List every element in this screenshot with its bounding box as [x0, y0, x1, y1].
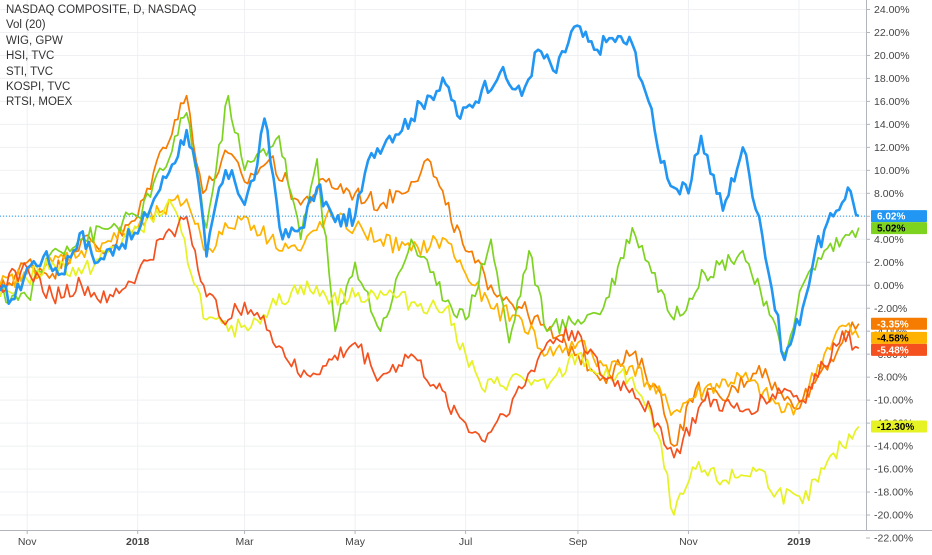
badge-label: -5.48% — [877, 345, 909, 356]
y-tick-label: 4.00% — [874, 234, 904, 246]
y-tick-label: -2.00% — [874, 303, 907, 315]
x-tick-label: Sep — [569, 536, 588, 548]
y-tick-label: 12.00% — [874, 142, 910, 154]
last-value-badge: -3.35% — [871, 317, 927, 330]
legend-entry[interactable]: Vol (20) — [6, 19, 46, 32]
y-tick-label: -10.00% — [874, 395, 913, 407]
legend-entry[interactable]: NASDAQ COMPOSITE, D, NASDAQ — [6, 4, 197, 16]
y-tick-label: 24.00% — [874, 4, 910, 16]
x-tick-label: Nov — [18, 536, 37, 548]
badge-bg — [871, 343, 927, 356]
x-tick-label: Nov — [679, 536, 698, 548]
series-line — [0, 215, 860, 459]
last-value-badge: 5.02% — [871, 222, 927, 235]
series-group — [0, 24, 860, 516]
badge-label: 5.02% — [877, 224, 905, 235]
y-tick-label: 2.00% — [874, 257, 904, 269]
x-tick-label: May — [345, 536, 366, 548]
y-tick-label: 0.00% — [874, 280, 904, 292]
series-line — [0, 24, 860, 362]
last-value-badge: -12.30% — [871, 420, 927, 433]
series-line — [0, 94, 860, 447]
y-tick-label: 22.00% — [874, 27, 910, 39]
price-axis-bg — [866, 0, 932, 550]
badge-bg — [871, 420, 927, 433]
y-tick-label: -16.00% — [874, 464, 913, 476]
badge-label: -4.58% — [877, 333, 909, 344]
series-line — [0, 94, 860, 356]
badge-label: -12.30% — [877, 422, 914, 433]
x-tick-label: 2019 — [787, 536, 811, 548]
legend-entry[interactable]: RTSI, MOEX — [6, 96, 73, 109]
badge-bg — [871, 210, 927, 223]
y-tick-label: -18.00% — [874, 487, 913, 499]
legend-entry[interactable]: HSI, TVC — [6, 50, 55, 63]
badge-bg — [871, 331, 927, 344]
badge-label: -3.35% — [877, 319, 909, 330]
y-tick-label: 16.00% — [874, 96, 910, 108]
y-tick-label: 20.00% — [874, 50, 910, 62]
badge-label: 6.02% — [877, 212, 905, 223]
legend: NASDAQ COMPOSITE, D, NASDAQ Vol (20) WIG… — [6, 3, 196, 111]
x-tick-label: 2018 — [126, 536, 150, 548]
y-tick-label: -8.00% — [874, 372, 907, 384]
badge-bg — [871, 222, 927, 235]
x-tick-label: Jul — [459, 536, 472, 548]
last-value-badge: 6.02% — [871, 210, 927, 223]
x-tick-label: Mar — [236, 536, 255, 548]
y-tick-label: -14.00% — [874, 441, 913, 453]
legend-entry[interactable]: WIG, GPW — [6, 34, 63, 47]
legend-entry[interactable]: KOSPI, TVC — [6, 81, 71, 94]
y-tick-label: -22.00% — [874, 533, 913, 545]
y-tick-label: 14.00% — [874, 119, 910, 131]
badge-bg — [871, 317, 927, 330]
last-value-badge: -5.48% — [871, 343, 927, 356]
time-axis-bg — [0, 530, 932, 550]
last-value-badge: -4.58% — [871, 331, 927, 344]
legend-entry[interactable]: STI, TVC — [6, 65, 54, 78]
y-tick-label: 8.00% — [874, 188, 904, 200]
y-tick-label: 10.00% — [874, 165, 910, 177]
y-tick-label: 18.00% — [874, 73, 910, 85]
y-tick-label: -20.00% — [874, 510, 913, 522]
